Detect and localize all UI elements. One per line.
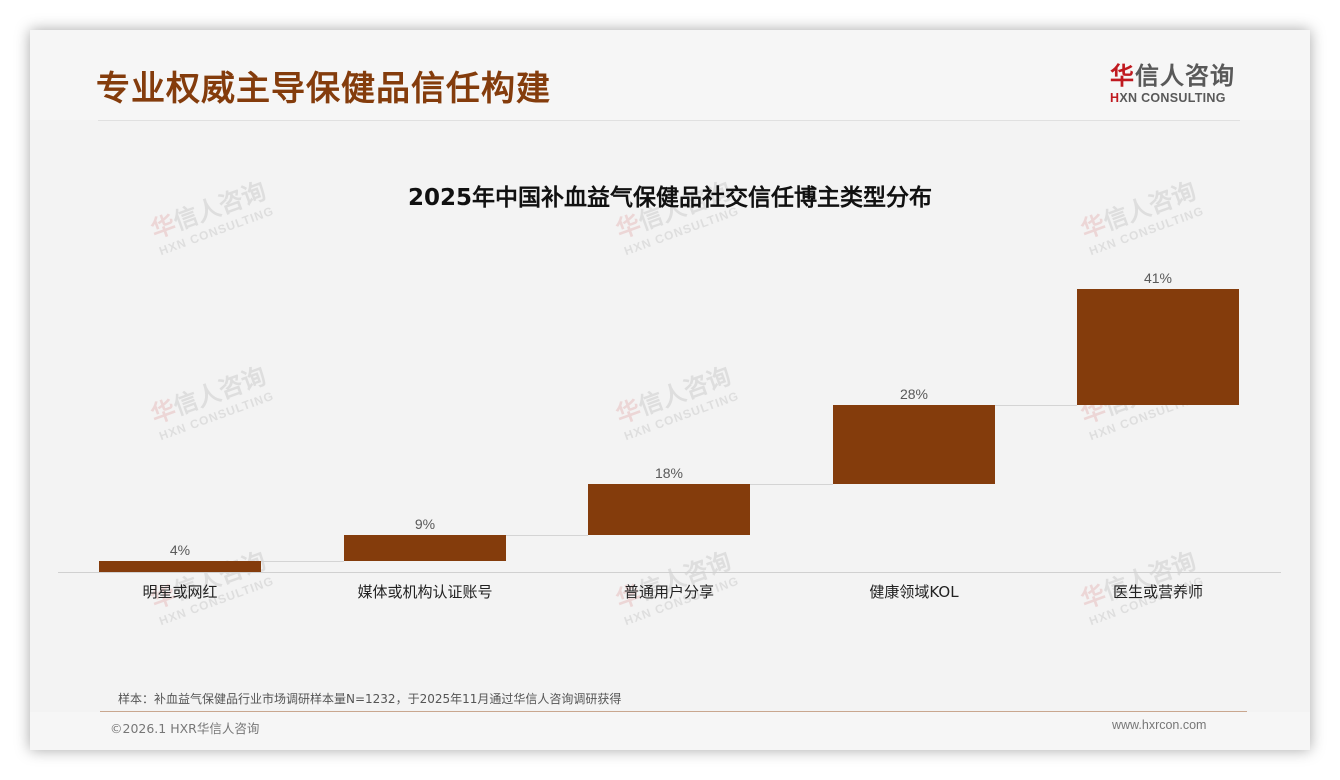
sample-footnote: 样本：补血益气保健品行业市场调研样本量N=1232，于2025年11月通过华信人… bbox=[118, 692, 622, 706]
logo-cn-first: 华 bbox=[1110, 62, 1135, 90]
bar-5 bbox=[1077, 289, 1239, 406]
category-label: 健康领域KOL bbox=[869, 583, 959, 601]
category-label: 普通用户分享 bbox=[623, 583, 714, 601]
header-band bbox=[30, 30, 1310, 120]
category-label: 明星或网红 bbox=[142, 583, 218, 601]
copyright-text: ©2026.1 HXR华信人咨询 bbox=[110, 721, 260, 736]
category-label: 媒体或机构认证账号 bbox=[357, 583, 493, 601]
page-title: 专业权威主导保健品信任构建 bbox=[96, 69, 551, 109]
connector-line bbox=[261, 560, 344, 562]
bar-1 bbox=[99, 560, 261, 572]
value-label: 4% bbox=[169, 541, 191, 558]
connector-line bbox=[750, 484, 833, 486]
footer-divider bbox=[100, 711, 1247, 712]
slide: 专业权威主导保健品信任构建 华信人咨询 HXN CONSULTING 华信人咨询… bbox=[30, 30, 1310, 750]
logo-en-first: H bbox=[1110, 91, 1120, 105]
value-label: 18% bbox=[654, 465, 684, 482]
bar-3 bbox=[588, 484, 750, 536]
footer-band bbox=[30, 712, 1310, 750]
category-label: 医生或营养师 bbox=[1112, 583, 1203, 601]
x-axis-line bbox=[58, 572, 1281, 573]
waterfall-chart: 4% 明星或网红 9% 媒体或机构认证账号 18% 普通用户分享 28% 健康领域KOL 41%… bbox=[30, 30, 1310, 750]
logo-en: HXN CONSULTING bbox=[1110, 91, 1245, 105]
logo-cn: 华信人咨询 bbox=[1110, 64, 1245, 88]
connector-line bbox=[506, 535, 588, 537]
value-label: 9% bbox=[414, 516, 436, 533]
bar-2 bbox=[344, 535, 506, 561]
value-label: 28% bbox=[899, 386, 929, 403]
chart-title: 2025年中国补血益气保健品社交信任博主类型分布 bbox=[407, 185, 932, 211]
logo-cn-rest: 信人咨询 bbox=[1135, 62, 1235, 90]
website-link[interactable]: www.hxrcon.com bbox=[1112, 718, 1207, 732]
value-label: 41% bbox=[1143, 270, 1173, 286]
bar-4 bbox=[833, 405, 995, 485]
header-divider bbox=[98, 120, 1240, 121]
connector-line bbox=[995, 405, 1077, 407]
company-logo: 华信人咨询 HXN CONSULTING bbox=[1110, 64, 1245, 105]
logo-en-rest: XN CONSULTING bbox=[1119, 91, 1226, 105]
